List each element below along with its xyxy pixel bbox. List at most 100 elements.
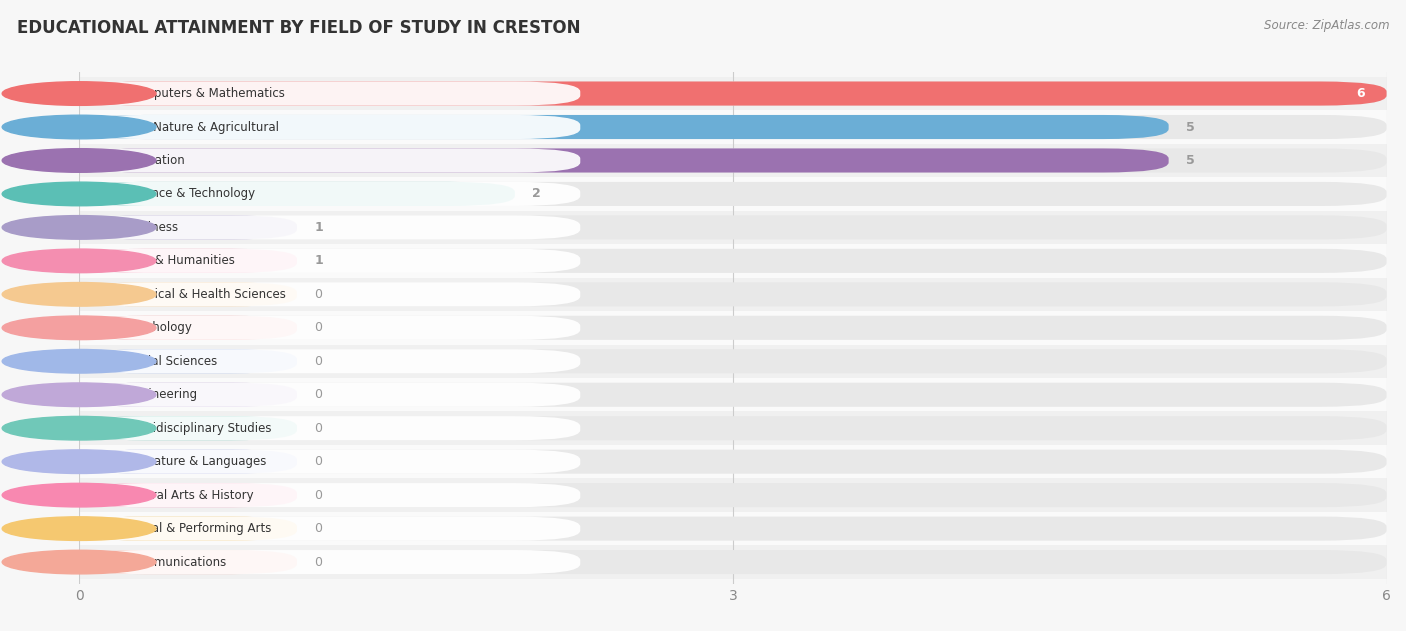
- FancyBboxPatch shape: [79, 81, 1386, 105]
- Text: 6: 6: [1357, 87, 1365, 100]
- Text: 5: 5: [1187, 154, 1195, 167]
- FancyBboxPatch shape: [79, 483, 297, 507]
- FancyBboxPatch shape: [79, 215, 1386, 239]
- FancyBboxPatch shape: [79, 450, 581, 474]
- FancyBboxPatch shape: [79, 316, 1386, 340]
- Bar: [79, 110, 1386, 144]
- Bar: [79, 512, 1386, 545]
- Bar: [79, 411, 1386, 445]
- FancyBboxPatch shape: [79, 115, 1386, 139]
- FancyBboxPatch shape: [79, 81, 581, 105]
- FancyBboxPatch shape: [79, 316, 581, 340]
- FancyBboxPatch shape: [79, 450, 1386, 474]
- FancyBboxPatch shape: [79, 349, 1386, 374]
- Text: 0: 0: [315, 522, 322, 535]
- Bar: [79, 211, 1386, 244]
- Text: Education: Education: [127, 154, 186, 167]
- FancyBboxPatch shape: [79, 249, 297, 273]
- FancyBboxPatch shape: [79, 349, 297, 374]
- FancyBboxPatch shape: [79, 282, 297, 307]
- Circle shape: [3, 316, 156, 339]
- Text: Science & Technology: Science & Technology: [127, 187, 254, 201]
- Text: 0: 0: [315, 355, 322, 368]
- Text: 0: 0: [315, 288, 322, 301]
- Circle shape: [3, 216, 156, 239]
- FancyBboxPatch shape: [79, 550, 297, 574]
- Bar: [79, 278, 1386, 311]
- FancyBboxPatch shape: [79, 550, 581, 574]
- FancyBboxPatch shape: [79, 182, 515, 206]
- Text: Computers & Mathematics: Computers & Mathematics: [127, 87, 285, 100]
- FancyBboxPatch shape: [79, 517, 1386, 541]
- FancyBboxPatch shape: [79, 416, 297, 440]
- Text: Source: ZipAtlas.com: Source: ZipAtlas.com: [1264, 19, 1389, 32]
- FancyBboxPatch shape: [79, 382, 581, 407]
- Bar: [79, 478, 1386, 512]
- Circle shape: [3, 483, 156, 507]
- Bar: [79, 445, 1386, 478]
- Circle shape: [3, 149, 156, 172]
- FancyBboxPatch shape: [79, 382, 1386, 407]
- Text: 0: 0: [315, 422, 322, 435]
- Text: Bio, Nature & Agricultural: Bio, Nature & Agricultural: [127, 121, 278, 134]
- FancyBboxPatch shape: [79, 416, 1386, 440]
- Text: 1: 1: [315, 221, 323, 234]
- Circle shape: [3, 450, 156, 473]
- Text: Physical & Health Sciences: Physical & Health Sciences: [127, 288, 285, 301]
- Bar: [79, 177, 1386, 211]
- Bar: [79, 144, 1386, 177]
- FancyBboxPatch shape: [79, 249, 581, 273]
- FancyBboxPatch shape: [79, 215, 297, 239]
- Circle shape: [3, 182, 156, 206]
- Circle shape: [3, 517, 156, 540]
- Text: Literature & Languages: Literature & Languages: [127, 455, 266, 468]
- Text: 2: 2: [533, 187, 541, 201]
- FancyBboxPatch shape: [79, 382, 297, 407]
- Text: Communications: Communications: [127, 555, 226, 569]
- Bar: [79, 545, 1386, 579]
- FancyBboxPatch shape: [79, 316, 297, 340]
- Circle shape: [3, 249, 156, 273]
- Bar: [79, 311, 1386, 345]
- Text: Visual & Performing Arts: Visual & Performing Arts: [127, 522, 271, 535]
- FancyBboxPatch shape: [79, 416, 581, 440]
- Text: EDUCATIONAL ATTAINMENT BY FIELD OF STUDY IN CRESTON: EDUCATIONAL ATTAINMENT BY FIELD OF STUDY…: [17, 19, 581, 37]
- FancyBboxPatch shape: [79, 182, 581, 206]
- Text: 0: 0: [315, 555, 322, 569]
- FancyBboxPatch shape: [79, 450, 297, 474]
- Text: Business: Business: [127, 221, 179, 234]
- Text: 0: 0: [315, 321, 322, 334]
- Circle shape: [3, 115, 156, 139]
- Text: 0: 0: [315, 488, 322, 502]
- FancyBboxPatch shape: [79, 182, 1386, 206]
- Text: 0: 0: [315, 388, 322, 401]
- Text: 1: 1: [315, 254, 323, 268]
- Text: 0: 0: [315, 455, 322, 468]
- Circle shape: [3, 550, 156, 574]
- Text: Psychology: Psychology: [127, 321, 193, 334]
- FancyBboxPatch shape: [79, 282, 1386, 307]
- Text: Arts & Humanities: Arts & Humanities: [127, 254, 235, 268]
- FancyBboxPatch shape: [79, 517, 581, 541]
- Bar: [79, 77, 1386, 110]
- Circle shape: [3, 350, 156, 373]
- Circle shape: [3, 416, 156, 440]
- FancyBboxPatch shape: [79, 282, 581, 307]
- Text: Engineering: Engineering: [127, 388, 198, 401]
- Text: Multidisciplinary Studies: Multidisciplinary Studies: [127, 422, 271, 435]
- FancyBboxPatch shape: [79, 148, 581, 172]
- FancyBboxPatch shape: [79, 148, 1168, 172]
- FancyBboxPatch shape: [79, 550, 1386, 574]
- Text: Social Sciences: Social Sciences: [127, 355, 218, 368]
- FancyBboxPatch shape: [79, 349, 581, 374]
- Bar: [79, 378, 1386, 411]
- Bar: [79, 345, 1386, 378]
- Circle shape: [3, 283, 156, 306]
- FancyBboxPatch shape: [79, 249, 1386, 273]
- Text: 5: 5: [1187, 121, 1195, 134]
- FancyBboxPatch shape: [79, 483, 1386, 507]
- FancyBboxPatch shape: [79, 115, 1168, 139]
- Text: Liberal Arts & History: Liberal Arts & History: [127, 488, 253, 502]
- Bar: [79, 244, 1386, 278]
- FancyBboxPatch shape: [79, 81, 1386, 105]
